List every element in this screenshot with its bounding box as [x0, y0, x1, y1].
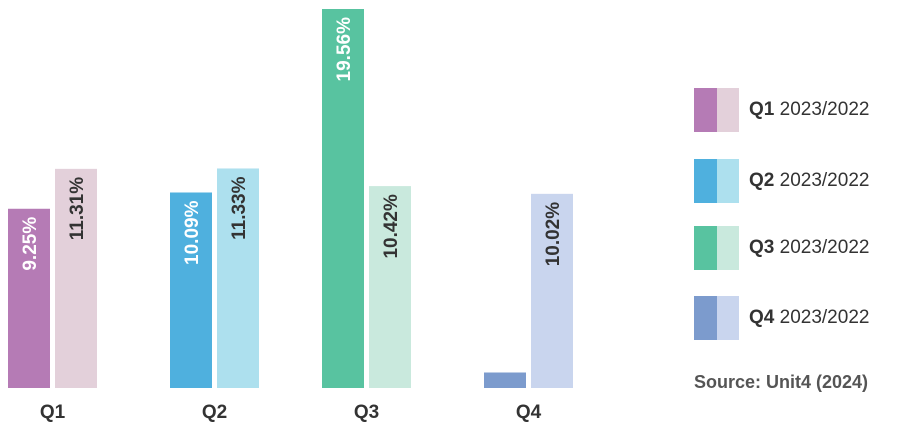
legend-label-q4: Q4 2023/2022	[749, 307, 869, 329]
bar-label-q3-light: 10.42%	[381, 194, 402, 259]
bar-label-q2-light: 11.33%	[229, 176, 250, 239]
legend-item-q3: Q3 2023/2022	[694, 226, 869, 270]
legend-label-q2: Q2 2023/2022	[749, 170, 869, 192]
bar-q1-main	[8, 208, 50, 388]
legend-label-q2-text: 2023/2022	[774, 170, 870, 191]
legend-swatch-q4-light	[716, 296, 739, 340]
legend-swatch-q1-main	[694, 88, 717, 132]
legend-swatch-q2	[694, 159, 739, 203]
bar-q2-main	[170, 192, 212, 388]
legend-label-q3: Q3 2023/2022	[749, 237, 869, 259]
legend-swatch-q4	[694, 296, 739, 340]
legend-label-q3-text: 2023/2022	[774, 237, 870, 258]
legend-swatch-q2-main	[694, 159, 717, 203]
legend: Q1 2023/2022 Q2 2023/2022 Q3 2023/2022 Q…	[694, 0, 920, 423]
legend-swatch-q2-light	[716, 159, 739, 203]
bar-q2-light	[217, 168, 259, 388]
category-label-q1: Q1	[40, 402, 66, 423]
legend-item-q4: Q4 2023/2022	[694, 296, 869, 340]
bar-q3-main	[322, 9, 364, 388]
legend-item-q2: Q2 2023/2022	[694, 159, 869, 203]
legend-label-q4-text: 2023/2022	[774, 307, 870, 328]
legend-swatch-q3	[694, 226, 739, 270]
legend-label-q2-bold: Q2	[749, 170, 775, 191]
legend-label-q1: Q1 2023/2022	[749, 99, 869, 121]
bar-q4-light	[531, 193, 573, 388]
bar-label-q4-light: 10.02%	[543, 202, 564, 267]
bar-label-q2-main: 10.09%	[182, 200, 203, 265]
bar-q3-light	[369, 186, 411, 388]
bar-chart: 9.25% 11.31% Q1 10.09% 11.33% Q2 19.56% 10.42% Q…	[8, 9, 573, 423]
legend-label-q1-bold: Q1	[749, 99, 775, 120]
legend-label-q1-text: 2023/2022	[774, 99, 870, 120]
bar-q4-main	[484, 372, 526, 388]
bar-q1-light	[55, 168, 97, 388]
legend-swatch-q3-main	[694, 226, 717, 270]
legend-label-q4-bold: Q4	[749, 307, 775, 328]
category-label-q4: Q4	[516, 402, 542, 423]
legend-swatch-q4-main	[694, 296, 717, 340]
legend-swatch-q1	[694, 88, 739, 132]
bar-label-q3-main: 19.56%	[334, 17, 355, 82]
category-label-q2: Q2	[202, 402, 227, 423]
category-label-q3: Q3	[354, 402, 379, 423]
legend-item-q1: Q1 2023/2022	[694, 88, 869, 132]
source-note: Source: Unit4 (2024)	[694, 372, 869, 392]
bar-label-q1-main: 9.25%	[20, 217, 41, 271]
legend-label-q3-bold: Q3	[749, 237, 775, 258]
bar-label-q1-light: 11.31%	[67, 177, 88, 240]
legend-swatch-q3-light	[716, 226, 739, 270]
legend-swatch-q1-light	[716, 88, 739, 132]
